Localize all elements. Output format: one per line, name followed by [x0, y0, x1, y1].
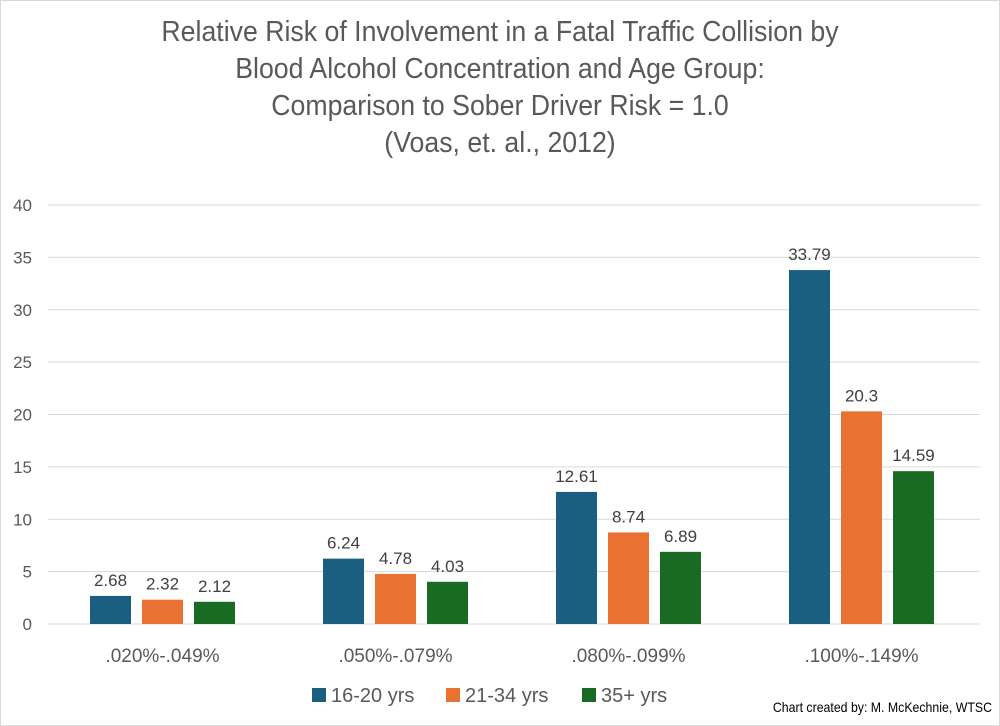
y-tick-label: 35: [13, 248, 32, 267]
legend-swatch: [446, 688, 460, 702]
chart-credit: Chart created by: M. McKechnie, WTSC: [772, 699, 992, 715]
y-tick-label: 15: [13, 458, 32, 477]
data-label: 6.24: [327, 534, 360, 553]
legend-label: 35+ yrs: [601, 685, 667, 707]
x-tick-label: .100%-.149%: [804, 646, 918, 667]
data-label: 4.03: [431, 557, 464, 576]
chart-title: Relative Risk of Involvement in a Fatal …: [40, 14, 960, 162]
data-label: 2.68: [94, 571, 127, 590]
legend-label: 16-20 yrs: [331, 685, 414, 707]
bar: [608, 532, 649, 624]
title-line-2: Blood Alcohol Concentration and Age Grou…: [235, 53, 765, 85]
x-tick-label: .050%-.079%: [338, 646, 452, 667]
data-label: 2.12: [198, 577, 231, 596]
y-tick-label: 30: [13, 301, 32, 320]
bar: [660, 551, 701, 624]
bar: [893, 471, 934, 624]
legend-swatch: [582, 688, 596, 702]
data-label: 14.59: [892, 446, 935, 465]
title-line-4: (Voas, et. al., 2012): [384, 127, 616, 159]
bar: [556, 491, 597, 624]
title-line-3: Comparison to Sober Driver Risk = 1.0: [271, 90, 729, 122]
legend-swatch: [312, 688, 326, 702]
y-tick-label: 25: [13, 353, 32, 372]
y-tick-label: 10: [13, 510, 32, 529]
data-label: 4.78: [379, 549, 412, 568]
data-label: 12.61: [555, 467, 598, 486]
bar: [194, 601, 235, 624]
y-tick-label: 5: [23, 563, 32, 582]
bar: [375, 573, 416, 624]
data-label: 6.89: [664, 527, 697, 546]
x-tick-label: .020%-.049%: [105, 646, 219, 667]
bar: [789, 270, 830, 624]
bar: [841, 411, 882, 624]
data-label: 20.3: [845, 386, 878, 405]
legend-label: 21-34 yrs: [465, 685, 548, 707]
bar: [427, 581, 468, 624]
title-line-1: Relative Risk of Involvement in a Fatal …: [161, 16, 839, 48]
y-tick-label: 40: [13, 196, 32, 215]
data-label: 8.74: [612, 507, 645, 526]
bar: [323, 558, 364, 624]
x-tick-label: .080%-.099%: [571, 646, 685, 667]
data-label: 2.32: [146, 575, 179, 594]
data-label: 33.79: [788, 245, 831, 264]
bar: [90, 595, 131, 624]
bar: [142, 599, 183, 624]
y-tick-label: 0: [23, 615, 32, 634]
y-tick-label: 20: [13, 406, 32, 425]
